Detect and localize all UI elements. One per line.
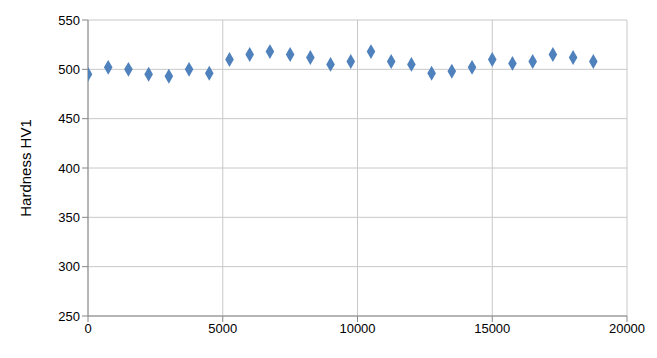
svg-text:550: 550	[58, 13, 80, 28]
svg-text:250: 250	[58, 309, 80, 324]
svg-text:20000: 20000	[609, 321, 645, 336]
svg-text:5000: 5000	[208, 321, 237, 336]
svg-text:400: 400	[58, 161, 80, 176]
svg-text:500: 500	[58, 62, 80, 77]
svg-text:10000: 10000	[339, 321, 375, 336]
svg-text:Hardness HV1: Hardness HV1	[17, 119, 34, 217]
svg-text:0: 0	[84, 321, 91, 336]
svg-text:450: 450	[58, 111, 80, 126]
svg-text:300: 300	[58, 259, 80, 274]
svg-text:15000: 15000	[474, 321, 510, 336]
svg-text:350: 350	[58, 210, 80, 225]
